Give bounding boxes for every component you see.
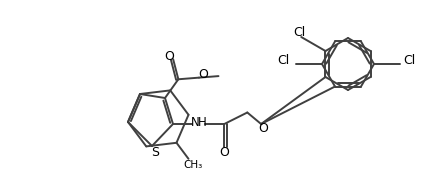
Text: Cl: Cl (293, 26, 305, 40)
Text: H: H (198, 116, 207, 128)
Text: Cl: Cl (403, 54, 415, 68)
Text: O: O (219, 146, 229, 160)
Text: O: O (198, 68, 208, 81)
Text: CH₃: CH₃ (184, 160, 203, 170)
Text: S: S (151, 146, 159, 160)
Text: O: O (258, 123, 268, 135)
Text: Cl: Cl (278, 54, 290, 68)
Text: N: N (191, 116, 200, 128)
Text: O: O (164, 50, 174, 63)
